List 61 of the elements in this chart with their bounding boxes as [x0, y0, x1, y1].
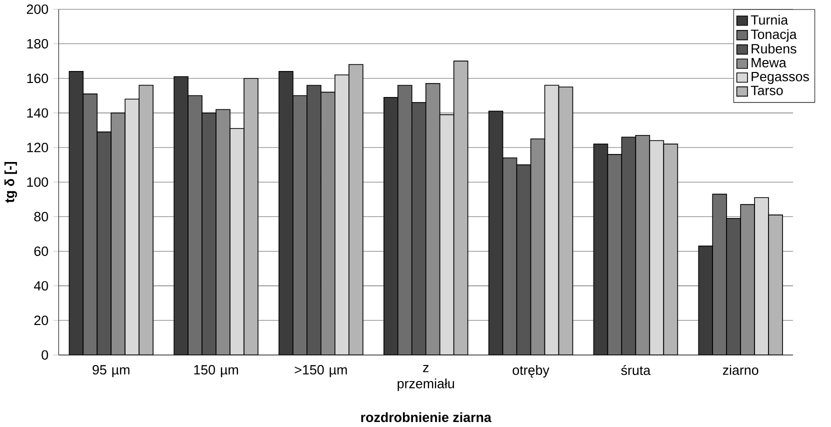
bar [663, 144, 678, 356]
bar [174, 76, 188, 356]
bar [593, 144, 608, 356]
bar [124, 98, 140, 356]
x-tick-label: ziarno [722, 365, 758, 376]
bar [698, 246, 714, 356]
bar [649, 140, 664, 356]
bar [544, 85, 560, 356]
bar [334, 74, 350, 356]
legend-label: Rubens [752, 44, 796, 54]
bar [278, 71, 294, 356]
bar [488, 111, 504, 356]
y-tick-label: 200 [26, 4, 48, 14]
bar [96, 132, 112, 356]
bar [320, 92, 336, 356]
bar [230, 128, 244, 356]
bar [306, 85, 322, 356]
bar [726, 218, 741, 356]
y-tick-label: 40 [34, 281, 48, 291]
y-tick-label: 80 [34, 212, 48, 222]
legend-label: Tonacja [750, 29, 797, 42]
bar [348, 64, 364, 356]
bar [754, 197, 769, 356]
x-tick-label: 95 µm [92, 365, 130, 378]
legend-label: Mewa [752, 58, 786, 68]
bar [635, 135, 650, 356]
bar [453, 60, 468, 356]
bar [530, 138, 546, 356]
bar [768, 214, 783, 356]
y-tick-label: 20 [34, 316, 48, 326]
y-tick-label: 0 [42, 350, 48, 360]
bar [138, 85, 154, 356]
x-tick-label: 150 µm [194, 365, 238, 378]
y-axis-title: tg δ [-] [4, 162, 18, 203]
bar [110, 112, 126, 356]
x-axis-title: rozdrobnienie ziarna [361, 412, 492, 422]
bar [558, 86, 574, 356]
y-tick-label: 100 [27, 178, 48, 188]
x-tick-label: otręby [512, 365, 550, 378]
bar [68, 71, 84, 356]
y-tick-label: 120 [27, 142, 48, 152]
bar [202, 112, 216, 356]
bar [244, 78, 258, 356]
legend-label: Turnia [750, 15, 788, 25]
x-tick-label: z przemiału [398, 365, 454, 392]
bar [216, 109, 230, 356]
bar [621, 136, 636, 356]
x-tick-label: >150 µm [294, 365, 347, 378]
bar [383, 97, 398, 356]
y-tick-label: 180 [27, 39, 48, 49]
legend-label: Pegassos [752, 72, 809, 84]
bar [439, 114, 454, 356]
bar [740, 204, 755, 356]
y-tick-label: 160 [27, 74, 48, 84]
legend-label: Tarso [750, 86, 783, 96]
bar [425, 83, 440, 356]
y-tick-label: 140 [27, 108, 48, 118]
bar [411, 102, 426, 356]
bar [516, 164, 532, 356]
y-tick-label: 60 [34, 246, 48, 256]
x-tick-label: śruta [621, 365, 651, 376]
